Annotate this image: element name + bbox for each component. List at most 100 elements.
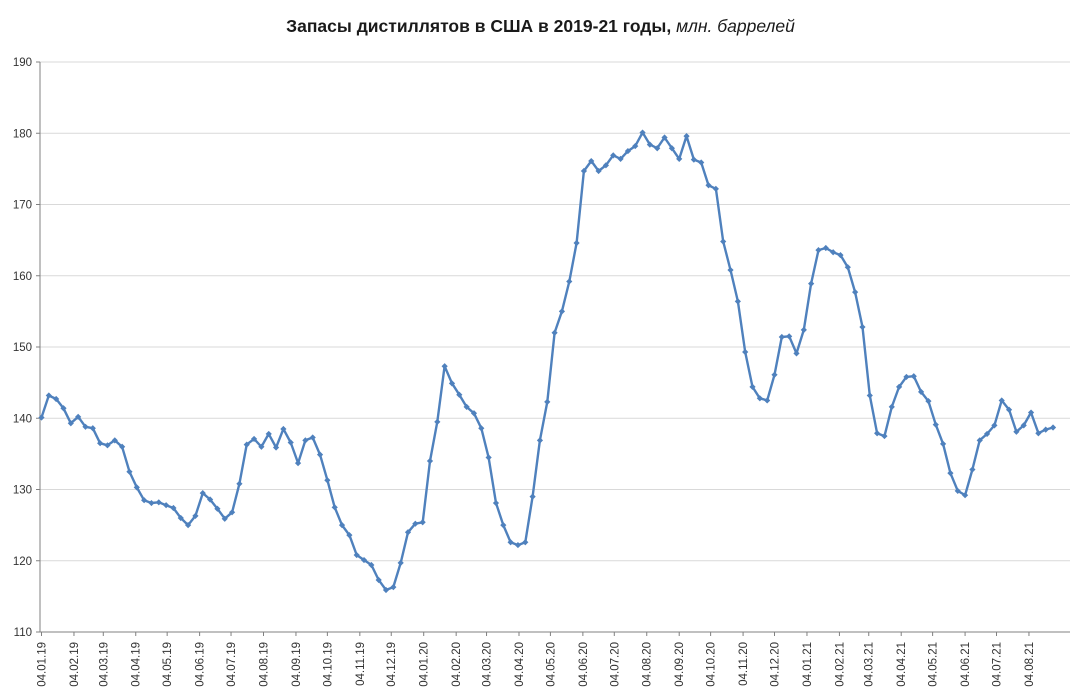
data-point-marker <box>961 492 969 499</box>
data-point-marker <box>786 333 793 340</box>
x-tick-label: 04.03.20 <box>482 642 494 687</box>
data-point-marker <box>514 541 522 549</box>
data-point-marker <box>698 159 705 166</box>
data-point-marker <box>668 145 675 152</box>
data-point-marker <box>60 405 67 412</box>
data-point-marker <box>874 430 881 437</box>
y-tick-label: 180 <box>13 128 32 140</box>
data-point-marker <box>969 466 976 473</box>
data-point-marker <box>434 418 441 425</box>
data-point-marker <box>507 539 514 546</box>
data-point-marker <box>206 496 214 503</box>
data-point-marker <box>485 454 492 461</box>
data-point-marker <box>1005 406 1013 413</box>
data-point-marker <box>808 280 815 287</box>
y-tick-label: 160 <box>13 271 32 283</box>
data-point-marker <box>404 529 412 536</box>
x-tick-label: 04.08.20 <box>642 642 654 687</box>
x-tick-label: 04.01.20 <box>419 642 431 687</box>
data-point-marker <box>742 348 749 356</box>
data-point-marker <box>939 440 947 447</box>
data-point-marker <box>1013 428 1020 435</box>
x-tick-label: 04.07.19 <box>226 642 238 687</box>
data-point-marker <box>976 437 983 444</box>
data-point-marker <box>852 289 859 296</box>
x-tick-label: 04.12.20 <box>770 642 782 687</box>
data-point-marker <box>602 162 610 169</box>
data-point-marker <box>287 439 294 446</box>
data-point-marker <box>632 142 639 150</box>
x-tick-label: 04.06.19 <box>195 642 207 687</box>
data-point-marker <box>654 145 661 152</box>
y-tick-label: 130 <box>13 485 32 497</box>
x-tick-label: 04.04.21 <box>896 642 908 687</box>
data-point-marker <box>228 509 236 516</box>
x-tick-label: 04.04.20 <box>514 642 526 687</box>
data-point-marker <box>470 410 478 417</box>
data-point-marker <box>661 134 668 141</box>
data-point-marker <box>426 457 434 465</box>
data-point-marker <box>192 512 199 519</box>
data-point-marker <box>397 559 404 566</box>
data-point-marker <box>75 413 82 420</box>
data-point-marker <box>866 392 873 399</box>
data-point-marker <box>690 156 697 163</box>
data-point-marker <box>258 443 265 450</box>
data-point-marker <box>1027 409 1035 416</box>
data-point-marker <box>331 504 338 511</box>
data-point-marker <box>67 420 74 427</box>
x-tick-label: 04.10.19 <box>322 642 334 687</box>
data-point-marker <box>375 576 382 584</box>
data-point-marker <box>529 493 536 500</box>
y-tick-label: 150 <box>13 342 32 354</box>
data-point-marker <box>141 497 148 504</box>
data-point-marker <box>947 470 954 477</box>
x-tick-label: 04.02.20 <box>451 642 463 687</box>
data-point-marker <box>265 430 272 438</box>
data-point-marker <box>727 266 734 274</box>
x-tick-label: 04.02.21 <box>834 642 846 687</box>
data-point-marker <box>309 434 316 441</box>
data-point-marker <box>639 129 646 136</box>
x-tick-label: 04.10.20 <box>706 642 718 687</box>
data-point-marker <box>338 522 346 529</box>
data-point-marker <box>419 519 426 526</box>
data-point-marker <box>925 398 932 405</box>
data-point-marker <box>903 373 910 381</box>
data-point-marker <box>478 425 485 432</box>
data-point-marker <box>991 422 998 429</box>
data-point-marker <box>580 167 588 175</box>
data-point-marker <box>910 373 917 380</box>
data-point-marker <box>573 239 580 247</box>
y-tick-label: 140 <box>13 413 32 425</box>
data-point-marker <box>89 425 96 432</box>
data-point-marker <box>155 499 162 506</box>
x-tick-label: 04.06.20 <box>578 642 590 687</box>
data-point-marker <box>778 333 785 341</box>
data-point-marker <box>705 182 712 189</box>
x-tick-label: 04.05.21 <box>928 642 940 687</box>
data-point-marker <box>646 141 653 148</box>
x-tick-label: 04.12.19 <box>386 642 398 687</box>
data-point-marker <box>243 441 250 448</box>
data-point-marker <box>536 437 544 444</box>
data-point-marker <box>163 502 170 509</box>
data-point-marker <box>793 350 800 357</box>
data-point-marker <box>720 238 727 245</box>
data-point-marker <box>983 430 991 438</box>
data-point-marker <box>844 264 851 271</box>
data-point-marker <box>38 414 45 421</box>
data-point-marker <box>280 425 287 433</box>
data-point-marker <box>214 505 221 512</box>
data-point-marker <box>272 444 280 451</box>
x-tick-label: 04.05.19 <box>162 642 174 687</box>
data-point-marker <box>111 437 118 444</box>
data-point-marker <box>1049 424 1057 431</box>
data-point-marker <box>566 278 573 285</box>
x-tick-label: 04.01.21 <box>802 642 814 687</box>
data-point-marker <box>896 383 903 390</box>
data-point-marker <box>97 440 104 447</box>
data-point-marker <box>1042 426 1049 433</box>
data-point-marker <box>683 133 690 140</box>
data-point-marker <box>316 451 324 458</box>
